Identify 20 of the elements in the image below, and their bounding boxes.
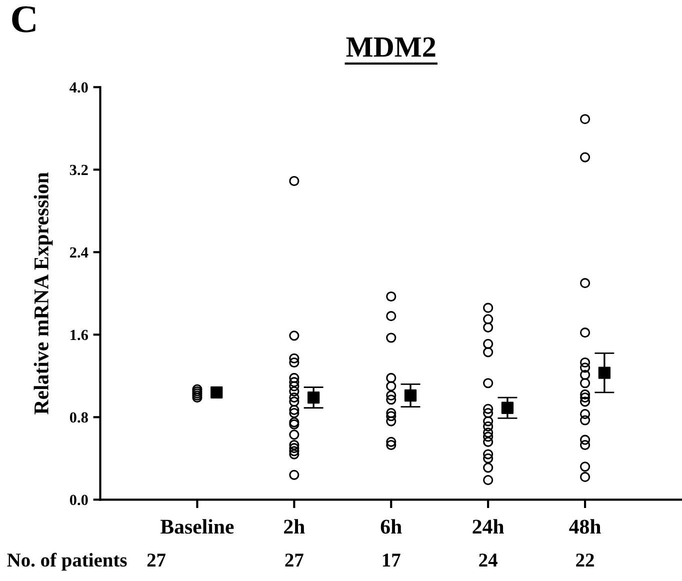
x-tick-label: Baseline [160, 519, 234, 534]
y-tick-label: 2.4 [70, 247, 88, 258]
text: 27 [147, 554, 166, 566]
y-tick-label: 4.0 [70, 82, 88, 93]
x-tick-label: 2h [284, 519, 305, 534]
y-tick-label: 0.0 [70, 494, 88, 506]
x-tick-label: 6h [380, 519, 402, 534]
y-axis-title: Relative mRNA Expression [34, 172, 53, 414]
y-tick-label: 3.2 [70, 164, 88, 176]
y-tick-label: 1.6 [70, 330, 88, 340]
text: 24 [479, 554, 498, 566]
text: 17 [382, 554, 400, 566]
x-tick-label: 48h [569, 519, 601, 534]
chart-title: MDM2 [346, 37, 436, 57]
y-tick-label: 0.8 [70, 412, 88, 423]
text: 27 [285, 554, 304, 566]
text: No. of patients [7, 552, 127, 571]
text: 22 [576, 554, 594, 566]
x-tick-label: 24h [472, 519, 504, 534]
text: C [12, 6, 36, 32]
